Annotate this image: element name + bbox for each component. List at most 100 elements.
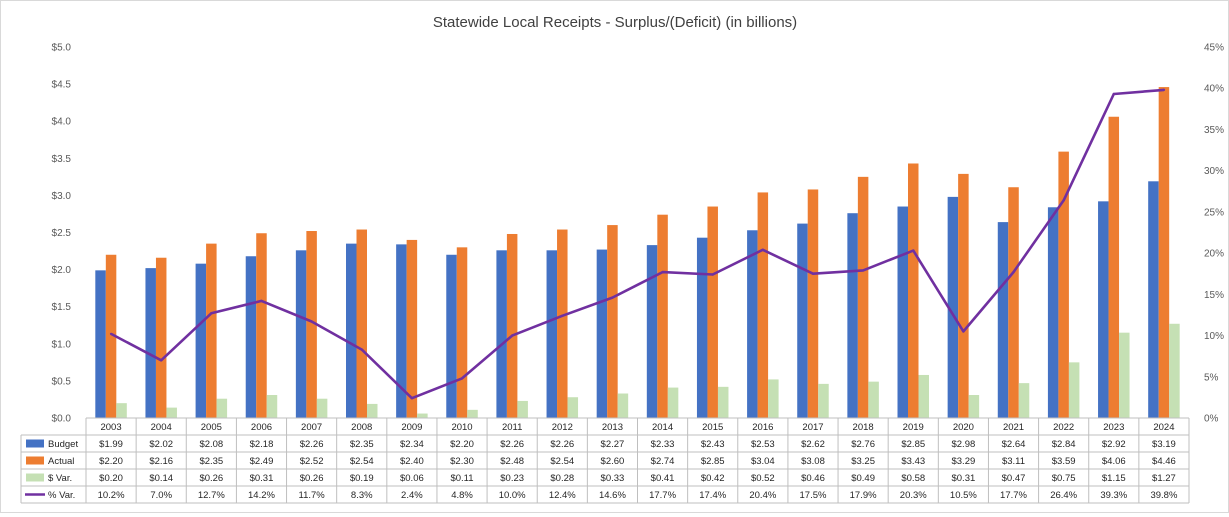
left-axis: $0.0 $0.5 $1.0 $1.5 $2.0 $2.5 $3.0 $3.5 $4.0 $4.5…	[52, 43, 72, 425]
left-tick-label: $1.5	[52, 302, 72, 313]
table-cell: $3.43	[901, 456, 925, 467]
table-cell: $0.49	[851, 473, 875, 484]
line-point-2016	[761, 248, 765, 252]
bar-actual-2023	[1108, 116, 1120, 419]
table-cell: $0.52	[751, 473, 775, 484]
bar-budget-2022	[1047, 207, 1059, 418]
category-label: 2011	[502, 422, 522, 433]
right-tick-label: 20%	[1204, 249, 1224, 260]
table-cell: $2.26	[550, 439, 574, 450]
bar-actual-2013	[607, 225, 618, 418]
bar-var-2019	[918, 374, 929, 418]
legend-key-swatch	[26, 439, 44, 448]
table-cell: $3.08	[801, 456, 825, 467]
bar-budget-2013	[596, 249, 608, 418]
table-cell: $2.30	[450, 456, 474, 467]
left-tick-label: $4.5	[52, 80, 72, 91]
bar-var-2022	[1068, 362, 1080, 418]
table-cell: $2.26	[500, 439, 524, 450]
category-label: 2018	[853, 422, 874, 433]
right-tick-label: 0%	[1204, 414, 1219, 425]
category-label: 2006	[251, 422, 272, 433]
category-label: 2008	[351, 422, 372, 433]
left-tick-label: $5.0	[52, 43, 72, 54]
bar-var-2009	[417, 413, 428, 418]
right-tick-label: 25%	[1204, 207, 1224, 218]
bar-budget-2009	[396, 244, 407, 418]
table-cell: 12.7%	[198, 490, 225, 501]
table-cell: 39.3%	[1100, 490, 1127, 501]
left-tick-label: $3.5	[52, 154, 72, 165]
line-point-2008	[360, 348, 363, 351]
bar-actual-2007	[306, 231, 317, 418]
table-cell: $0.28	[550, 473, 574, 484]
category-label: 2019	[903, 422, 924, 433]
line-point-2003	[109, 332, 113, 336]
table-cell: 20.4%	[749, 490, 776, 501]
bar-budget-2024	[1148, 181, 1159, 418]
table-cell: $2.08	[199, 439, 223, 450]
table-cell: $2.48	[500, 456, 524, 467]
data-table: 2003 2004 2005 2006 2007 2008 2009 2010 2011 2012…	[20, 417, 1190, 504]
bar-budget-2005	[195, 263, 207, 418]
table-cell: $0.26	[300, 473, 324, 484]
table-cell: $0.11	[450, 473, 473, 484]
table-cell: 10.5%	[950, 490, 977, 501]
bar-actual-2016	[757, 192, 769, 418]
table-cell: 14.6%	[599, 490, 626, 501]
table-cell: $3.11	[1002, 456, 1025, 467]
bar-budget-2008	[346, 243, 357, 418]
right-tick-label: 15%	[1204, 290, 1224, 301]
category-label: 2005	[201, 422, 222, 433]
bar-var-2017	[818, 383, 829, 418]
table-cell: $0.20	[99, 473, 123, 484]
bar-actual-2009	[406, 239, 418, 418]
category-label: 2023	[1103, 422, 1124, 433]
bar-var-2005	[216, 398, 228, 418]
table-cell: $1.15	[1102, 473, 1126, 484]
legend-key-swatch	[26, 456, 44, 465]
bar-var-2003	[116, 403, 127, 418]
table-cell: $2.53	[751, 439, 775, 450]
table-cell: $3.59	[1052, 456, 1076, 467]
bar-budget-2020	[947, 196, 959, 418]
bar-var-2010	[467, 409, 478, 418]
table-cell: $2.85	[901, 439, 925, 450]
table-cell: $0.19	[350, 473, 374, 484]
bar-var-2004	[166, 407, 177, 418]
bar-budget-2007	[295, 250, 307, 418]
table-cell: 10.2%	[98, 490, 125, 501]
table-cell: $2.76	[851, 439, 875, 450]
table-cell: 2.4%	[401, 490, 423, 501]
table-cell: $2.40	[400, 456, 424, 467]
table-cell: $0.31	[951, 473, 975, 484]
table-cell: $0.46	[801, 473, 825, 484]
bar-var-2016	[768, 379, 779, 418]
bar-var-2011	[517, 400, 528, 418]
table-cell: $1.27	[1152, 473, 1176, 484]
bar-actual-2003	[105, 254, 117, 418]
table-cell: 4.8%	[451, 490, 473, 501]
category-label: 2021	[1003, 422, 1024, 433]
bar-var-2020	[968, 394, 980, 418]
table-cell: $2.20	[99, 456, 123, 467]
table-cell: $3.19	[1152, 439, 1176, 450]
table-cell: $0.26	[199, 473, 223, 484]
table-cell: $2.35	[350, 439, 374, 450]
category-label: 2016	[752, 422, 773, 433]
line-point-2024	[1162, 88, 1166, 92]
table-cell: 10.0%	[499, 490, 526, 501]
table-cell: $2.43	[701, 439, 725, 450]
table-cell: $0.31	[250, 473, 274, 484]
line-point-2004	[160, 359, 163, 362]
table-cell: $4.46	[1152, 456, 1176, 467]
table-cell: $4.06	[1102, 456, 1126, 467]
bar-actual-2014	[657, 214, 668, 418]
line-point-2005	[210, 312, 213, 315]
table-cell: $2.16	[149, 456, 173, 467]
bar-actual-2015	[707, 206, 718, 418]
category-label: 2009	[401, 422, 422, 433]
left-tick-label: $1.0	[52, 339, 72, 350]
